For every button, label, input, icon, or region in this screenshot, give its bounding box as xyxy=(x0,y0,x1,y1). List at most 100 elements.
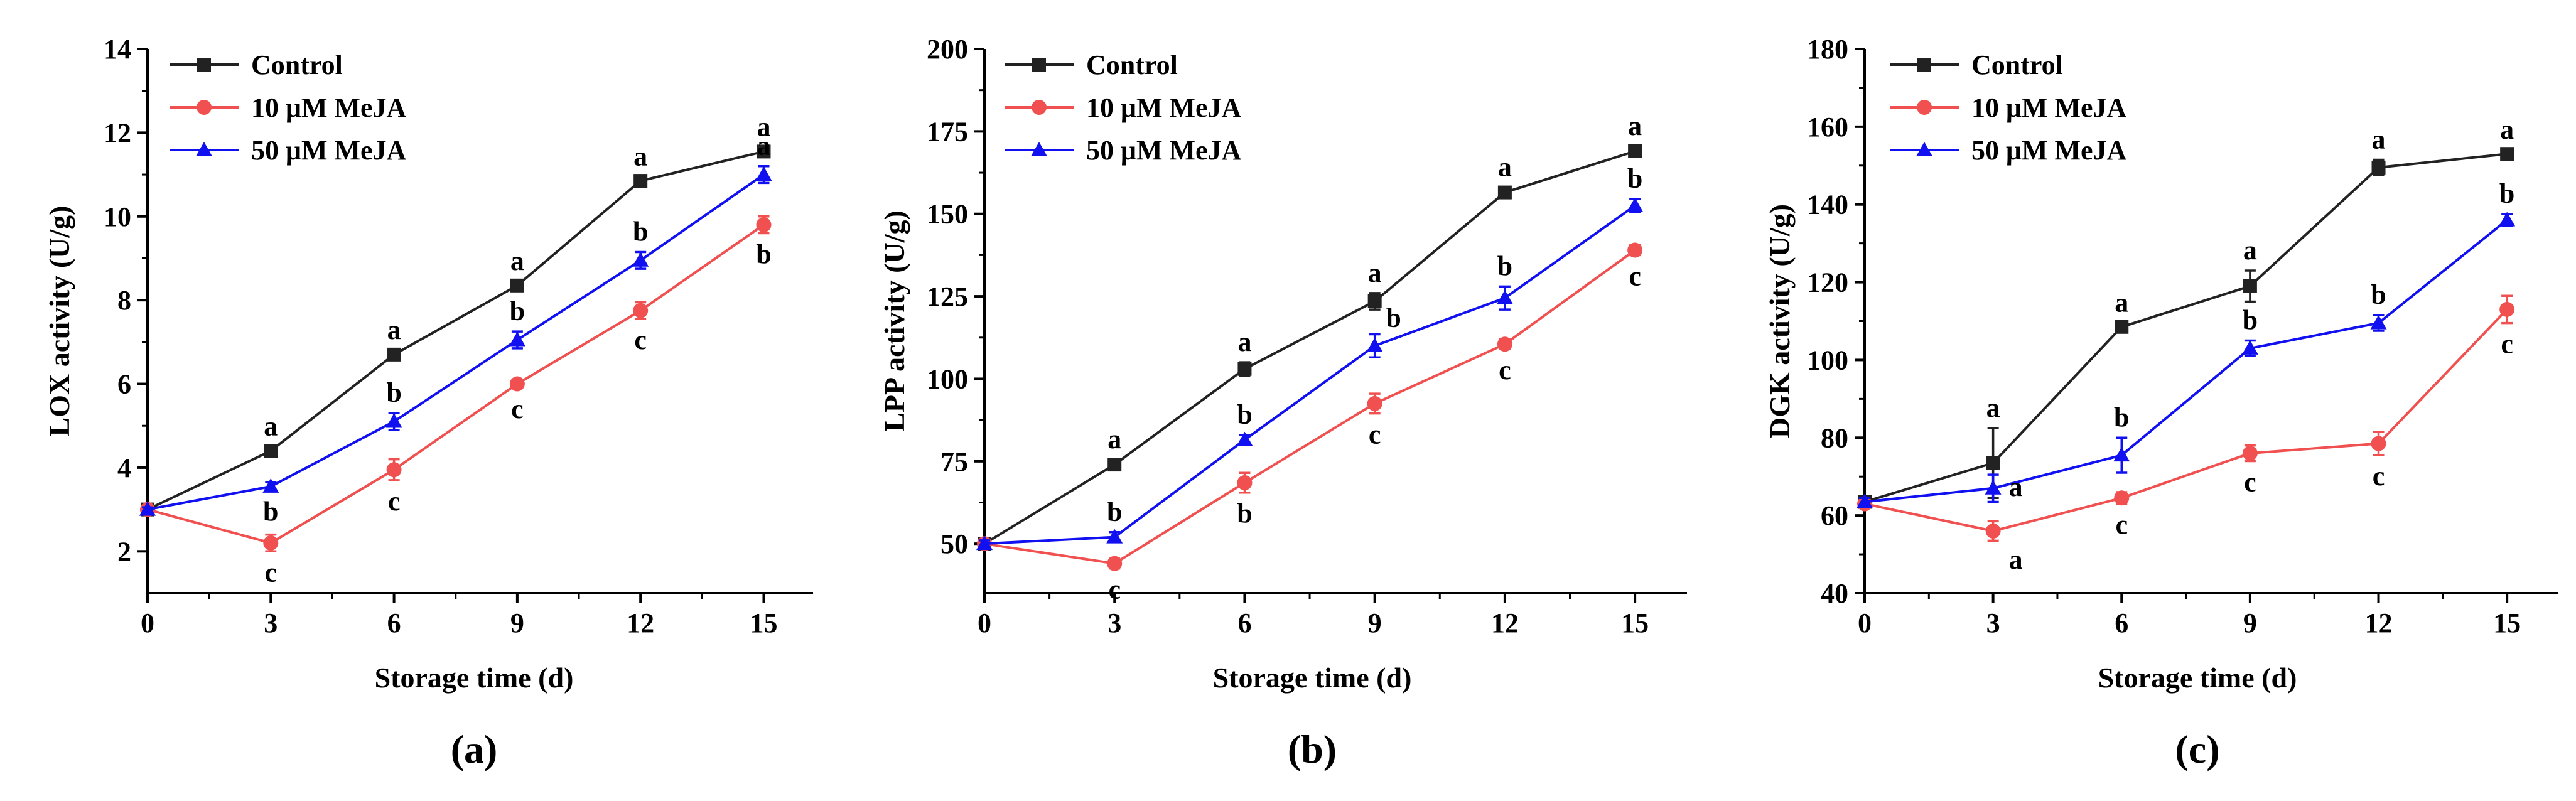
significance-letter: a xyxy=(264,411,278,442)
series-line xyxy=(147,150,764,511)
series-line xyxy=(1864,308,2508,532)
y-tick-label: 100 xyxy=(927,363,968,394)
data-point xyxy=(2370,314,2387,330)
y-axis-title: LOX activity (U/g) xyxy=(43,206,75,437)
x-tick-label: 15 xyxy=(750,608,777,638)
data-point xyxy=(2499,301,2515,317)
chart-panel-b: 50 75 100 125 150 175 200 0 3 6 9 12 15 Storage time … xyxy=(878,34,1687,771)
data-point xyxy=(510,278,524,293)
legend: Control 10 μM MeJA 50 μM MeJA xyxy=(170,50,407,166)
series-line xyxy=(1864,153,2508,503)
significance-letter: b xyxy=(1107,497,1122,527)
data-point xyxy=(1857,493,1873,508)
y-tick-label: 150 xyxy=(927,199,968,230)
y-tick-label: 160 xyxy=(1807,112,1848,142)
legend-marker xyxy=(1032,58,1046,72)
significance-letter: c xyxy=(265,557,278,588)
y-tick-label: 140 xyxy=(1807,190,1848,220)
significance-letter: a xyxy=(757,131,770,161)
series-control: a a a a a xyxy=(978,110,1642,551)
y-tick-label: 40 xyxy=(1821,578,1848,609)
y-tick-label: 2 xyxy=(117,536,131,567)
x-axis-title: Storage time (d) xyxy=(1213,662,1412,694)
x-tick-label: 15 xyxy=(1621,608,1649,638)
data-point xyxy=(1628,144,1642,158)
data-point xyxy=(1237,475,1253,490)
data-point xyxy=(755,166,772,181)
significance-letter: b xyxy=(633,216,648,247)
significance-letter: a xyxy=(1237,326,1251,357)
legend-marker xyxy=(1917,100,1932,115)
data-point xyxy=(1627,197,1644,212)
y-tick-label: 60 xyxy=(1821,500,1848,531)
panel-label: (b) xyxy=(1288,727,1337,771)
legend-label: Control xyxy=(1971,50,2063,80)
y-tick-label: 75 xyxy=(940,446,968,477)
data-point xyxy=(2241,340,2258,355)
series-line xyxy=(984,204,1636,546)
significance-letter: c xyxy=(2501,329,2513,360)
significance-letter: a xyxy=(2115,288,2128,318)
y-tick-label: 10 xyxy=(104,202,131,232)
y-tick-label: 175 xyxy=(927,116,968,147)
series-line xyxy=(147,173,765,511)
series-line xyxy=(983,149,1636,545)
data-point xyxy=(2115,320,2129,334)
x-tick-label: 0 xyxy=(1858,608,1872,638)
legend-label: 50 μM MeJA xyxy=(1971,135,2127,166)
significance-letter: c xyxy=(634,325,647,355)
chart-panel-a: 2 4 6 8 10 12 14 0 3 6 9 12 15 Storage time (d) LOX ac… xyxy=(43,34,813,771)
significance-letter: b xyxy=(1237,399,1252,430)
y-tick-label: 200 xyxy=(927,34,968,65)
series-line xyxy=(984,249,1636,565)
data-point xyxy=(2499,212,2516,227)
legend-label: Control xyxy=(1086,50,1178,80)
data-point xyxy=(1986,456,2000,470)
x-tick-label: 9 xyxy=(1368,608,1382,638)
significance-letter: a xyxy=(2372,124,2386,154)
significance-letter: c xyxy=(2244,466,2256,497)
significance-letter: a xyxy=(757,112,770,142)
y-tick-label: 180 xyxy=(1807,34,1848,65)
x-tick-label: 0 xyxy=(978,608,991,638)
data-point xyxy=(2113,447,2130,462)
significance-letter: a xyxy=(1986,392,2000,423)
data-point xyxy=(263,535,279,551)
data-point xyxy=(1367,395,1382,411)
data-point xyxy=(385,413,402,428)
significance-letter: c xyxy=(1369,419,1381,450)
significance-letter: b xyxy=(756,239,771,269)
legend-label: 50 μM MeJA xyxy=(1086,135,1242,166)
data-point xyxy=(757,144,771,159)
significance-letter: c xyxy=(511,394,524,424)
x-tick-label: 3 xyxy=(1107,608,1121,638)
y-tick-label: 12 xyxy=(104,117,131,148)
x-tick-label: 6 xyxy=(1237,608,1251,638)
y-axis-title: DGK activity (U/g) xyxy=(1764,204,1796,438)
y-tick-label: 4 xyxy=(117,453,131,483)
data-point xyxy=(2242,446,2258,461)
data-point xyxy=(1237,362,1252,376)
significance-letter: a xyxy=(1498,152,1512,183)
data-point xyxy=(1107,556,1123,571)
data-point xyxy=(1497,185,1512,200)
y-tick-label: 6 xyxy=(117,369,131,400)
significance-letter: b xyxy=(1627,163,1642,194)
data-point xyxy=(2371,160,2386,175)
data-point xyxy=(632,252,649,267)
legend-marker xyxy=(197,58,211,72)
data-point xyxy=(756,217,772,233)
significance-letter: b xyxy=(263,497,278,527)
x-tick-label: 6 xyxy=(2115,608,2128,638)
legend-label: 10 μM MeJA xyxy=(1971,92,2127,123)
legend: Control 10 μM MeJA 50 μM MeJA xyxy=(1005,50,1242,166)
data-point xyxy=(1985,480,2002,495)
significance-letter: b xyxy=(2499,178,2514,209)
significance-letter: b xyxy=(1386,303,1401,333)
significance-letter: c xyxy=(1629,261,1641,291)
x-axis-title: Storage time (d) xyxy=(2098,662,2297,694)
significance-letter: a xyxy=(1628,110,1642,141)
data-point xyxy=(1985,523,2001,539)
significance-letter: b xyxy=(386,377,401,408)
